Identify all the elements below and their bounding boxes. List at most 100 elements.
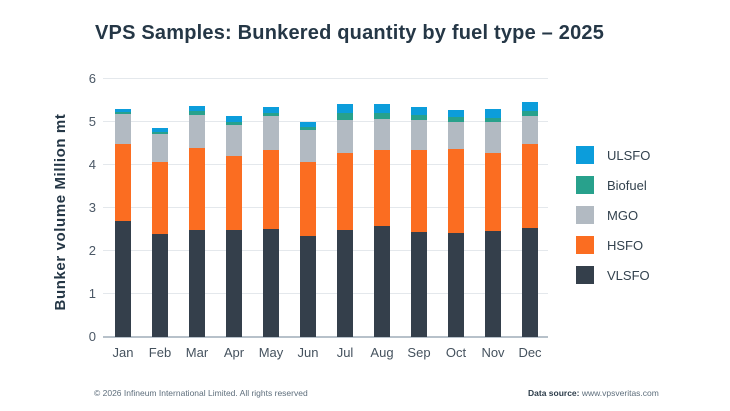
x-tick-label-aug: Aug — [370, 345, 394, 360]
legend-label-biofuel: Biofuel — [607, 177, 647, 193]
bar-segment-jan-biofuel — [115, 112, 131, 115]
bar-segment-sep-mgo — [411, 119, 427, 150]
bar-segment-may-hsfo — [263, 150, 279, 229]
data-source-url[interactable]: www.vpsveritas.com — [581, 388, 659, 398]
bar-segment-aug-mgo — [374, 119, 390, 150]
bar-segment-sep-vlsfo — [411, 231, 427, 337]
y-tick-label-5: 5 — [88, 114, 96, 129]
bar-segment-aug-hsfo — [374, 149, 390, 226]
bar-segment-may-ulsfo — [263, 107, 279, 114]
x-tick-label-jul: Jul — [336, 345, 354, 360]
y-tick-label-6: 6 — [88, 71, 96, 86]
bar-segment-may-vlsfo — [263, 228, 279, 337]
x-tick-label-dec: Dec — [518, 345, 542, 360]
bar-segment-feb-mgo — [152, 134, 168, 162]
legend-swatch-biofuel — [576, 176, 594, 194]
legend-swatch-vlsfo — [576, 266, 594, 284]
gridline-2 — [103, 250, 548, 251]
bar-segment-aug-biofuel — [374, 112, 390, 119]
bar-segment-sep-ulsfo — [411, 106, 427, 116]
bar-segment-dec-mgo — [522, 115, 538, 144]
gridline-3 — [103, 207, 548, 208]
bar-segment-nov-mgo — [485, 122, 501, 153]
bar-segment-jul-ulsfo — [337, 104, 353, 114]
bar-segment-oct-vlsfo — [448, 232, 464, 337]
bar-segment-jan-vlsfo — [115, 220, 131, 337]
bar-segment-mar-vlsfo — [189, 229, 205, 337]
x-tick-label-jun: Jun — [297, 345, 319, 360]
x-tick-label-mar: Mar — [185, 345, 209, 360]
y-tick-label-3: 3 — [88, 200, 96, 215]
bar-segment-mar-mgo — [189, 115, 205, 148]
gridline-4 — [103, 164, 548, 165]
bar-segment-oct-hsfo — [448, 149, 464, 233]
y-tick-label-2: 2 — [88, 243, 96, 258]
x-tick-label-jan: Jan — [112, 345, 134, 360]
legend-swatch-ulsfo — [576, 146, 594, 164]
bar-segment-mar-ulsfo — [189, 106, 205, 112]
legend-label-hsfo: HSFO — [607, 237, 644, 253]
bar-segment-jun-hsfo — [300, 162, 316, 237]
legend-label-vlsfo: VLSFO — [607, 267, 650, 283]
bar-segment-nov-ulsfo — [485, 109, 501, 118]
bar-segment-oct-mgo — [448, 121, 464, 150]
bar-segment-jul-biofuel — [337, 113, 353, 120]
bar-segment-jan-ulsfo — [115, 108, 131, 113]
bar-segment-apr-biofuel — [226, 122, 242, 125]
x-tick-label-may: May — [258, 345, 284, 360]
bar-segment-feb-biofuel — [152, 131, 168, 135]
bar-segment-apr-ulsfo — [226, 116, 242, 122]
bar-segment-oct-biofuel — [448, 117, 464, 122]
legend-item-ulsfo: ULSFO — [576, 146, 650, 164]
bar-segment-dec-vlsfo — [522, 227, 538, 337]
legend: ULSFO Biofuel MGO HSFO VLSFO — [576, 146, 650, 296]
bar-segment-dec-biofuel — [522, 110, 538, 116]
legend-item-vlsfo: VLSFO — [576, 266, 650, 284]
x-tick-label-apr: Apr — [223, 345, 245, 360]
legend-label-ulsfo: ULSFO — [607, 147, 651, 163]
bar-segment-dec-hsfo — [522, 143, 538, 228]
bar-segment-nov-hsfo — [485, 152, 501, 231]
legend-swatch-mgo — [576, 206, 594, 224]
bar-segment-apr-mgo — [226, 124, 242, 156]
bar-segment-jun-mgo — [300, 129, 316, 163]
y-tick-label-0: 0 — [88, 329, 96, 344]
bar-segment-jul-hsfo — [337, 152, 353, 230]
bar-segment-sep-hsfo — [411, 149, 427, 232]
bar-segment-feb-vlsfo — [152, 233, 168, 337]
bar-segment-oct-ulsfo — [448, 109, 464, 118]
legend-item-hsfo: HSFO — [576, 236, 650, 254]
bar-segment-jun-vlsfo — [300, 236, 316, 337]
bar-segment-mar-hsfo — [189, 147, 205, 230]
legend-label-mgo: MGO — [607, 207, 639, 223]
legend-item-biofuel: Biofuel — [576, 176, 650, 194]
gridline-6 — [103, 78, 548, 79]
copyright-text: © 2026 Infineum International Limited. A… — [94, 388, 308, 398]
bar-segment-jan-hsfo — [115, 143, 131, 221]
bar-segment-aug-ulsfo — [374, 103, 390, 113]
gridline-5 — [103, 121, 548, 122]
bar-segment-apr-hsfo — [226, 155, 242, 230]
x-tick-label-feb: Feb — [148, 345, 172, 360]
bar-segment-jun-ulsfo — [300, 122, 316, 127]
bar-segment-aug-vlsfo — [374, 225, 390, 337]
gridline-1 — [103, 293, 548, 294]
bar-segment-feb-hsfo — [152, 162, 168, 234]
bar-segment-apr-vlsfo — [226, 229, 242, 337]
y-tick-label-1: 1 — [88, 286, 96, 301]
x-tick-label-nov: Nov — [481, 345, 505, 360]
bar-segment-may-mgo — [263, 116, 279, 151]
bar-segment-dec-ulsfo — [522, 101, 538, 111]
data-source-label: Data source: — [528, 388, 582, 398]
bar-segment-mar-biofuel — [189, 111, 205, 116]
x-tick-label-sep: Sep — [407, 345, 431, 360]
page-title: VPS Samples: Bunkered quantity by fuel t… — [95, 22, 605, 44]
bar-segment-nov-biofuel — [485, 117, 501, 123]
legend-item-mgo: MGO — [576, 206, 650, 224]
data-source: Data source: www.vpsveritas.com — [528, 388, 659, 398]
bar-segment-jun-biofuel — [300, 126, 316, 130]
bar-segment-jul-vlsfo — [337, 229, 353, 337]
bar-segment-sep-biofuel — [411, 115, 427, 120]
bar-segment-jul-mgo — [337, 119, 353, 153]
